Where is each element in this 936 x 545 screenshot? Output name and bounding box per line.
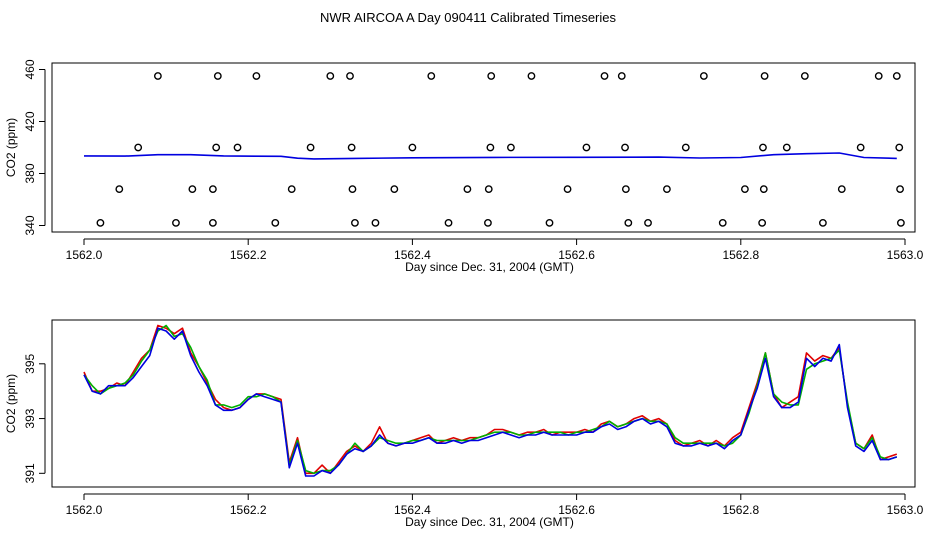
calibration-point — [759, 143, 767, 152]
x-tick-label: 1562.8 — [722, 503, 759, 517]
x-tick-label: 1563.0 — [887, 248, 924, 262]
calibration-point — [172, 218, 180, 227]
calibration-point — [758, 218, 767, 227]
calibration-points-series-1 — [153, 72, 901, 80]
y-axis-label: CO2 (ppm) — [4, 374, 18, 433]
calibration-points-series-4 — [96, 218, 905, 227]
calibration-point — [507, 143, 515, 152]
calibration-point — [115, 185, 124, 194]
calibration-point — [896, 218, 905, 227]
calibration-point — [212, 143, 221, 152]
calibration-point — [563, 185, 572, 194]
y-tick-label: 395 — [23, 353, 37, 373]
calibration-point — [208, 218, 217, 227]
y-tick-label: 393 — [23, 408, 37, 428]
x-tick-label: 1562.2 — [230, 503, 267, 517]
calibration-point — [486, 143, 495, 152]
blue-series-line — [83, 327, 898, 477]
calibration-point — [759, 185, 768, 194]
calibration-point — [545, 218, 554, 227]
calibration-point — [484, 218, 492, 227]
x-tick-label: 1562.8 — [722, 248, 759, 262]
calibration-point — [782, 143, 791, 152]
x-tick-label: 1562.6 — [558, 248, 595, 262]
calibration-point — [621, 185, 630, 194]
sample-series-line — [83, 152, 897, 160]
calibration-point — [326, 72, 335, 80]
calibration-point — [600, 72, 609, 80]
calibration-point — [819, 218, 827, 227]
calibration-point — [347, 143, 356, 152]
calibration-point — [741, 185, 749, 194]
y-axis-label: CO2 (ppm) — [4, 118, 18, 177]
calibration-point — [760, 72, 769, 80]
calibration-point — [408, 143, 417, 152]
x-axis-label: Day since Dec. 31, 2004 (GMT) — [405, 260, 574, 274]
x-tick-label: 1562.2 — [230, 248, 267, 262]
x-axis-label: Day since Dec. 31, 2004 (GMT) — [405, 515, 574, 529]
calibration-point — [681, 143, 690, 152]
y-tick-label: 420 — [23, 111, 37, 131]
calibration-point — [444, 218, 453, 227]
calibration-point — [718, 218, 727, 227]
calibration-point — [892, 72, 901, 80]
x-tick-label: 1562.4 — [394, 248, 431, 262]
y-tick-label: 340 — [23, 215, 37, 235]
calibration-point — [463, 185, 472, 194]
calibration-point — [427, 72, 436, 80]
calibration-point — [484, 185, 493, 194]
x-tick-label: 1562.6 — [558, 503, 595, 517]
calibration-point — [346, 72, 354, 80]
y-tick-label: 460 — [23, 59, 37, 79]
calibration-point — [96, 218, 105, 227]
calibration-point — [271, 218, 280, 227]
calibration-point — [306, 143, 315, 152]
calibration-point — [371, 218, 380, 227]
calibration-point — [208, 185, 217, 194]
calibration-point — [800, 72, 809, 80]
plot-frame — [51, 319, 916, 488]
calibration-point — [252, 72, 261, 80]
calibration-point — [644, 218, 652, 227]
calibration-point — [134, 143, 143, 152]
calibration-point — [837, 185, 846, 194]
calibration-point — [624, 218, 633, 227]
calibration-point — [153, 72, 162, 80]
calibration-point — [390, 185, 399, 194]
calibration-point — [617, 72, 626, 80]
green-series-line — [83, 324, 898, 475]
calibration-point — [233, 143, 242, 152]
calibration-point — [856, 143, 865, 152]
calibration-point — [582, 143, 591, 152]
chart-panel-1: 1562.0 1562.2 1562.4 1562.6 1562.8 1563.0 Day … — [4, 59, 924, 274]
calibration-point — [621, 143, 629, 152]
calibration-point — [351, 218, 359, 227]
x-tick-label: 1563.0 — [887, 503, 924, 517]
calibration-point — [896, 185, 904, 194]
x-tick-label: 1562.0 — [66, 248, 103, 262]
calibration-point — [188, 185, 197, 194]
calibration-points-series-3 — [115, 185, 904, 194]
calibration-points-series-2 — [134, 143, 904, 152]
figure-title: NWR AIRCOA A Day 090411 Calibrated Times… — [320, 10, 616, 25]
calibration-point — [287, 185, 296, 194]
calibration-point — [213, 72, 222, 80]
x-tick-label: 1562.4 — [394, 503, 431, 517]
plot-frame — [51, 62, 916, 233]
x-tick-label: 1562.0 — [66, 503, 103, 517]
calibration-point — [487, 72, 496, 80]
chart-panel-2: 1562.0 1562.2 1562.4 1562.6 1562.8 1563.0 Day … — [4, 319, 924, 529]
y-tick-label: 380 — [23, 163, 37, 183]
y-tick-label: 391 — [23, 463, 37, 483]
calibration-point — [663, 185, 671, 194]
calibration-point — [699, 72, 708, 80]
calibration-point — [895, 143, 904, 152]
calibration-point — [527, 72, 536, 80]
calibration-point — [348, 185, 357, 194]
calibration-point — [874, 72, 883, 80]
